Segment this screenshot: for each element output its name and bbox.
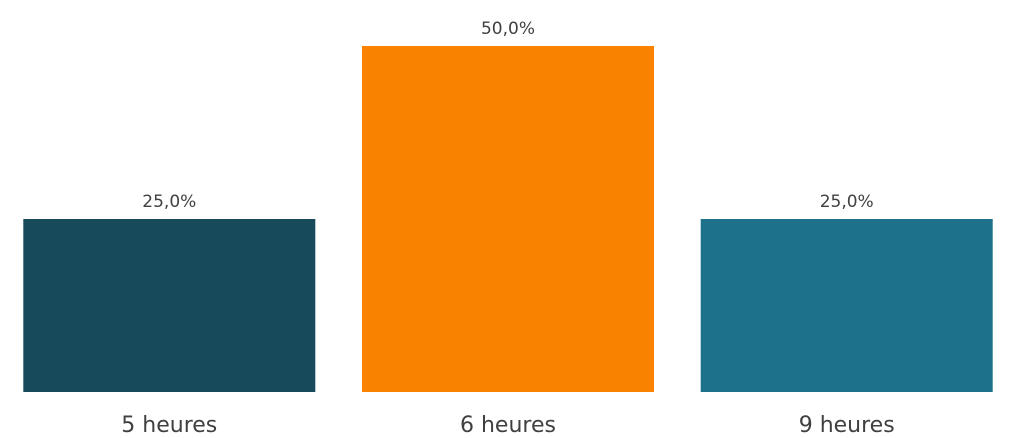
bars-group xyxy=(23,46,993,392)
category-label-1: 5 heures xyxy=(121,413,217,438)
data-label-1: 25,0% xyxy=(142,192,196,212)
bar-2 xyxy=(362,46,654,392)
category-label-3: 9 heures xyxy=(799,413,895,438)
data-label-2: 50,0% xyxy=(481,19,535,39)
category-label-2: 6 heures xyxy=(460,413,556,438)
category-labels-group: 5 heures 6 heures 9 heures xyxy=(121,413,894,438)
value-labels-group: 25,0% 50,0% 25,0% xyxy=(142,19,873,212)
bar-1 xyxy=(23,219,316,392)
bar-3 xyxy=(700,219,993,392)
data-label-3: 25,0% xyxy=(820,192,874,212)
